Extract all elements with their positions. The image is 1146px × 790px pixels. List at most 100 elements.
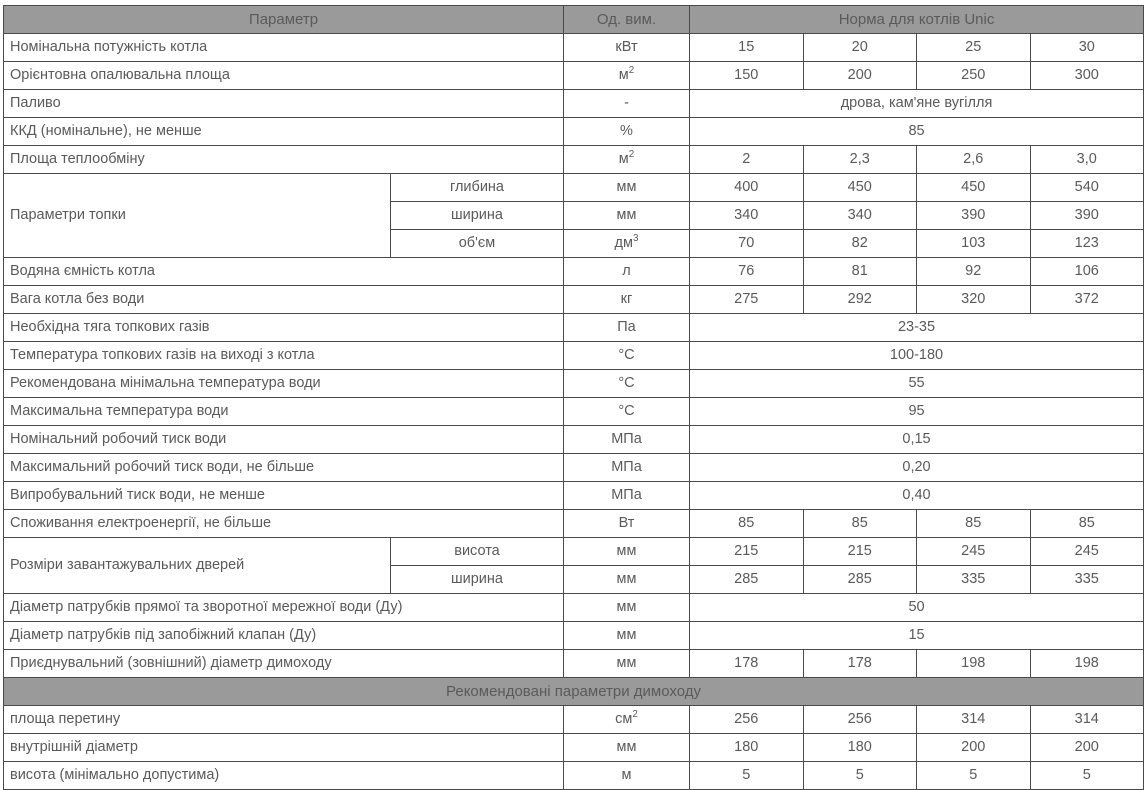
value-cell-model-4: 335 bbox=[1029, 565, 1145, 594]
value-cell-model-2: 82 bbox=[802, 229, 917, 258]
unit-superscript: 2 bbox=[632, 709, 638, 721]
value-cell-model-1: 178 bbox=[689, 649, 804, 678]
table-row: об'єм дм3 70 82 103 123 bbox=[4, 229, 1145, 258]
value-cell-model-3: 390 bbox=[916, 201, 1031, 230]
value-cell-model-1: 70 bbox=[689, 229, 804, 258]
unit-superscript: 2 bbox=[628, 149, 635, 161]
unit-cell: Па bbox=[563, 313, 690, 342]
table-row: Вага котла без води кг 275 292 320 372 bbox=[3, 285, 1145, 314]
table-row: Діаметр патрубків під запобіжний клапан … bbox=[3, 621, 1145, 650]
table-row: Рекомендована мінімальна температура вод… bbox=[3, 369, 1145, 398]
unit-cell: мм bbox=[563, 173, 690, 202]
value-cell-model-2: 85 bbox=[802, 509, 917, 538]
header-norm: Норма для котлів Unic bbox=[688, 5, 1145, 34]
value-cell-model-2: 200 bbox=[802, 61, 917, 90]
header-row: Параметр Од. вим. Норма для котлів Unic bbox=[3, 5, 1145, 34]
parameter-name-cell: ККД (номінальне), не менше bbox=[3, 117, 564, 146]
value-cell-model-1: 275 bbox=[689, 285, 804, 314]
value-cell-model-4: 314 bbox=[1029, 705, 1145, 734]
merged-value-cell: 50 bbox=[688, 593, 1145, 622]
parameter-name-cell: Рекомендована мінімальна температура вод… bbox=[3, 369, 564, 398]
parameter-name-cell: Температура топкових газів на виході з к… bbox=[3, 341, 564, 370]
value-cell-model-4: 200 bbox=[1029, 733, 1145, 762]
unit-cell: дм3 bbox=[563, 229, 690, 258]
unit-cell: см2 bbox=[563, 705, 690, 734]
value-cell-model-4: 5 bbox=[1029, 761, 1145, 790]
value-cell-model-2: 215 bbox=[802, 537, 917, 566]
parameter-name-cell: Водяна ємність котла bbox=[3, 257, 564, 286]
value-cell-model-3: 198 bbox=[916, 649, 1031, 678]
value-cell-model-1: 85 bbox=[689, 509, 804, 538]
table-row: Необхідна тяга топкових газів Па 23-35 bbox=[3, 313, 1145, 342]
parameter-name-cell: Номінальний робочий тиск води bbox=[3, 425, 564, 454]
parameter-name-cell: Номінальна потужність котла bbox=[3, 33, 564, 62]
unit-cell: °C bbox=[563, 369, 690, 398]
value-cell-model-2: 178 bbox=[802, 649, 917, 678]
value-cell-model-1: 400 bbox=[689, 173, 804, 202]
value-cell-model-1: 150 bbox=[689, 61, 804, 90]
table-row: Орієнтовна опалювальна площа м2 150 200 250 3… bbox=[3, 61, 1145, 90]
table-row: внутрішній діаметр мм 180 180 200 200 bbox=[3, 733, 1145, 762]
parameter-subname-cell: ширина bbox=[390, 201, 564, 230]
unit-cell: МПа bbox=[563, 425, 690, 454]
unit-cell: мм bbox=[563, 565, 690, 594]
value-cell-model-3: 250 bbox=[916, 61, 1031, 90]
value-cell-model-4: 300 bbox=[1029, 61, 1145, 90]
unit-cell: м2 bbox=[563, 61, 690, 90]
value-cell-model-4: 540 bbox=[1029, 173, 1145, 202]
parameter-name-cell: висота (мінімально допустима) bbox=[3, 761, 564, 790]
unit-cell: °C bbox=[563, 341, 690, 370]
parameter-name-cell: площа перетину bbox=[3, 705, 564, 734]
value-cell-model-1: 180 bbox=[689, 733, 804, 762]
value-cell-model-1: 15 bbox=[689, 33, 804, 62]
header-parameter: Параметр bbox=[3, 5, 564, 34]
value-cell-model-3: 314 bbox=[916, 705, 1031, 734]
merged-value-cell: 95 bbox=[688, 397, 1145, 426]
value-cell-model-2: 292 bbox=[802, 285, 917, 314]
value-cell-model-2: 20 bbox=[802, 33, 917, 62]
table-row: висота (мінімально допустима) м 5 5 5 5 bbox=[3, 761, 1145, 790]
parameter-name-cell: Споживання електроенергії, не більше bbox=[3, 509, 564, 538]
value-cell-model-2: 256 bbox=[802, 705, 917, 734]
parameter-name-cell: Випробувальний тиск води, не менше bbox=[3, 481, 564, 510]
value-cell-model-1: 76 bbox=[689, 257, 804, 286]
value-cell-model-3: 5 bbox=[916, 761, 1031, 790]
merged-value-cell: 55 bbox=[688, 369, 1145, 398]
table-row: Споживання електроенергії, не більше Вт 85… bbox=[3, 509, 1145, 538]
table-row: ККД (номінальне), не менше% 85 bbox=[3, 117, 1145, 146]
unit-cell: мм bbox=[563, 201, 690, 230]
unit-cell: МПа bbox=[563, 453, 690, 482]
unit-cell: мм bbox=[563, 733, 690, 762]
value-cell-model-3: 335 bbox=[916, 565, 1031, 594]
value-cell-model-2: 340 bbox=[802, 201, 917, 230]
value-cell-model-3: 2,6 bbox=[916, 145, 1031, 174]
parameter-group-door: Розміри завантажувальних дверей bbox=[3, 537, 391, 594]
merged-value-cell: 0,20 bbox=[688, 453, 1145, 482]
value-cell-model-2: 180 bbox=[802, 733, 917, 762]
unit-cell: мм bbox=[563, 649, 690, 678]
table-row: Максимальний робочий тиск води, не більш… bbox=[3, 453, 1145, 482]
value-cell-model-2: 5 bbox=[802, 761, 917, 790]
unit-cell: % bbox=[563, 117, 690, 146]
value-cell-model-4: 85 bbox=[1029, 509, 1145, 538]
merged-value-cell: дрова, кам'яне вугілля bbox=[688, 89, 1145, 118]
value-cell-model-1: 285 bbox=[689, 565, 804, 594]
parameter-name-cell: Приєднувальний (зовнішний) діаметр димох… bbox=[3, 649, 564, 678]
parameter-name-cell: внутрішній діаметр bbox=[3, 733, 564, 762]
value-cell-model-1: 2 bbox=[689, 145, 804, 174]
parameter-subname-cell: ширина bbox=[390, 565, 564, 594]
table-row: Параметри топки глибина мм 400 450 450 540 bbox=[3, 173, 1145, 258]
unit-cell: Вт bbox=[563, 509, 690, 538]
unit-cell: л bbox=[563, 257, 690, 286]
section-band-row: Рекомендовані параметри димоходу bbox=[2, 677, 1145, 706]
parameter-name-cell: Діаметр патрубків прямої та зворотної ме… bbox=[3, 593, 564, 622]
table-header: Параметр Од. вим. Норма для котлів Unic bbox=[3, 5, 1145, 34]
value-cell-model-3: 85 bbox=[916, 509, 1031, 538]
merged-value-cell: 100-180 bbox=[688, 341, 1145, 370]
parameter-subname-cell: об'єм bbox=[390, 229, 564, 258]
unit-cell: м bbox=[563, 761, 690, 790]
table-row: Максимальна температура води °C 95 bbox=[3, 397, 1145, 426]
table-body: Номінальна потужність котла кВт 15 20 25 30 Ор… bbox=[2, 33, 1145, 790]
parameter-name-cell: Вага котла без води bbox=[3, 285, 564, 314]
value-cell-model-3: 25 bbox=[916, 33, 1031, 62]
